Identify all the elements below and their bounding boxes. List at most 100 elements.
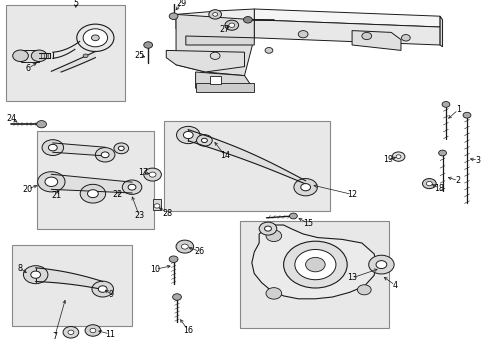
Circle shape (224, 20, 238, 30)
Bar (239, 221, 388, 328)
Circle shape (289, 213, 297, 219)
Text: 2: 2 (455, 176, 460, 185)
Text: 7: 7 (52, 332, 57, 341)
Circle shape (426, 181, 431, 186)
Circle shape (368, 255, 393, 274)
Circle shape (183, 131, 193, 139)
Circle shape (143, 168, 161, 181)
Polygon shape (254, 20, 439, 45)
Circle shape (91, 35, 99, 41)
Circle shape (375, 261, 386, 269)
Circle shape (68, 330, 74, 334)
Text: 24: 24 (7, 113, 17, 122)
Text: 6: 6 (26, 64, 31, 73)
Circle shape (395, 155, 400, 158)
Circle shape (45, 177, 58, 186)
Text: 25: 25 (134, 51, 144, 60)
Circle shape (92, 281, 113, 297)
Circle shape (83, 54, 88, 58)
Circle shape (201, 138, 207, 143)
Circle shape (38, 172, 65, 192)
Circle shape (196, 135, 212, 146)
Circle shape (259, 222, 276, 235)
Polygon shape (254, 9, 439, 27)
Circle shape (176, 240, 193, 253)
Text: 29: 29 (177, 0, 186, 8)
Text: 9: 9 (109, 290, 114, 299)
Circle shape (23, 266, 48, 284)
Text: 17: 17 (138, 168, 147, 177)
Polygon shape (176, 14, 254, 76)
Circle shape (31, 271, 41, 278)
Polygon shape (185, 36, 254, 45)
Text: 5: 5 (73, 0, 78, 8)
Circle shape (37, 121, 46, 128)
Circle shape (118, 146, 124, 150)
Circle shape (361, 32, 371, 40)
Circle shape (83, 29, 107, 47)
Circle shape (228, 23, 234, 27)
Bar (37, 131, 154, 229)
Circle shape (90, 328, 96, 333)
Circle shape (401, 35, 409, 41)
Bar (20, 50, 39, 62)
Circle shape (95, 148, 115, 162)
Circle shape (391, 152, 404, 161)
Circle shape (114, 143, 128, 154)
Circle shape (243, 17, 252, 23)
Circle shape (293, 179, 317, 196)
Bar (6, 5, 124, 101)
Bar (12, 245, 132, 326)
Text: 15: 15 (303, 219, 312, 228)
Circle shape (305, 257, 325, 272)
Circle shape (77, 24, 114, 51)
Text: 23: 23 (134, 211, 144, 220)
Circle shape (169, 256, 178, 262)
Circle shape (438, 150, 446, 156)
Polygon shape (439, 16, 442, 47)
Circle shape (265, 288, 281, 299)
Circle shape (212, 13, 217, 16)
Text: 22: 22 (112, 190, 122, 199)
Text: 4: 4 (392, 281, 397, 289)
Circle shape (210, 52, 220, 59)
Circle shape (154, 204, 160, 208)
Polygon shape (36, 268, 102, 289)
Circle shape (300, 184, 310, 191)
Circle shape (98, 286, 107, 292)
Circle shape (172, 294, 181, 300)
Circle shape (422, 179, 435, 189)
Circle shape (294, 249, 335, 280)
Text: 27: 27 (220, 25, 229, 34)
Text: 8: 8 (17, 264, 22, 273)
Polygon shape (195, 72, 254, 90)
Circle shape (143, 42, 152, 48)
Circle shape (63, 327, 79, 338)
Circle shape (87, 190, 98, 198)
Circle shape (128, 184, 136, 190)
Bar (163, 121, 329, 211)
Bar (195, 83, 254, 92)
Polygon shape (51, 174, 132, 193)
Text: 14: 14 (220, 151, 229, 160)
Circle shape (169, 13, 178, 19)
Text: 11: 11 (105, 330, 115, 338)
Text: 18: 18 (433, 184, 443, 193)
Polygon shape (251, 225, 376, 299)
Circle shape (181, 244, 188, 249)
Circle shape (462, 112, 470, 118)
Polygon shape (351, 31, 400, 50)
Circle shape (357, 285, 370, 295)
Polygon shape (176, 9, 254, 29)
Text: 19: 19 (382, 155, 392, 164)
Polygon shape (53, 143, 105, 156)
Polygon shape (51, 51, 95, 72)
Text: 1: 1 (455, 105, 460, 114)
Circle shape (265, 230, 281, 242)
Circle shape (441, 102, 449, 107)
Text: 20: 20 (23, 184, 33, 194)
Bar (210, 76, 221, 84)
Text: 13: 13 (346, 274, 356, 282)
Circle shape (42, 140, 63, 156)
Circle shape (264, 48, 272, 53)
